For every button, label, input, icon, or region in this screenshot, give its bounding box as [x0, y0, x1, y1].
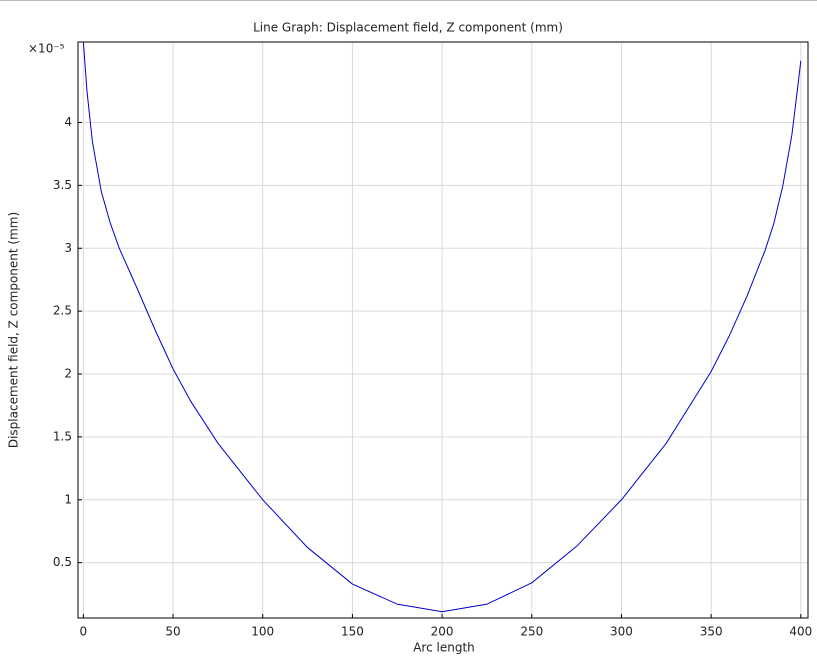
x-tick-label: 0 [80, 625, 88, 639]
x-tick-label: 250 [520, 625, 543, 639]
y-tick-label: 4 [64, 115, 72, 129]
y-tick-label: 2 [64, 367, 72, 381]
y-multiplier: ×10⁻⁵ [28, 42, 65, 56]
y-tick-label: 3.5 [53, 178, 72, 192]
y-axis-label: Displacement field, Z component (mm) [7, 212, 21, 448]
x-tick-label: 150 [341, 625, 364, 639]
x-tick-label: 300 [610, 625, 633, 639]
x-axis-label: Arc length [413, 641, 475, 655]
y-tick-label: 1.5 [53, 429, 72, 443]
x-tick-label: 50 [165, 625, 180, 639]
y-tick-label: 0.5 [53, 555, 72, 569]
y-tick-label: 2.5 [53, 304, 72, 318]
y-tick-label: 3 [64, 241, 72, 255]
x-tick-label: 100 [251, 625, 274, 639]
x-tick-label: 400 [789, 625, 812, 639]
chart-title: Line Graph: Displacement field, Z compon… [253, 21, 563, 35]
y-tick-label: 1 [64, 492, 72, 506]
x-tick-label: 200 [431, 625, 454, 639]
x-tick-label: 350 [700, 625, 723, 639]
line-series [82, 41, 802, 613]
plot-frame [77, 41, 809, 619]
